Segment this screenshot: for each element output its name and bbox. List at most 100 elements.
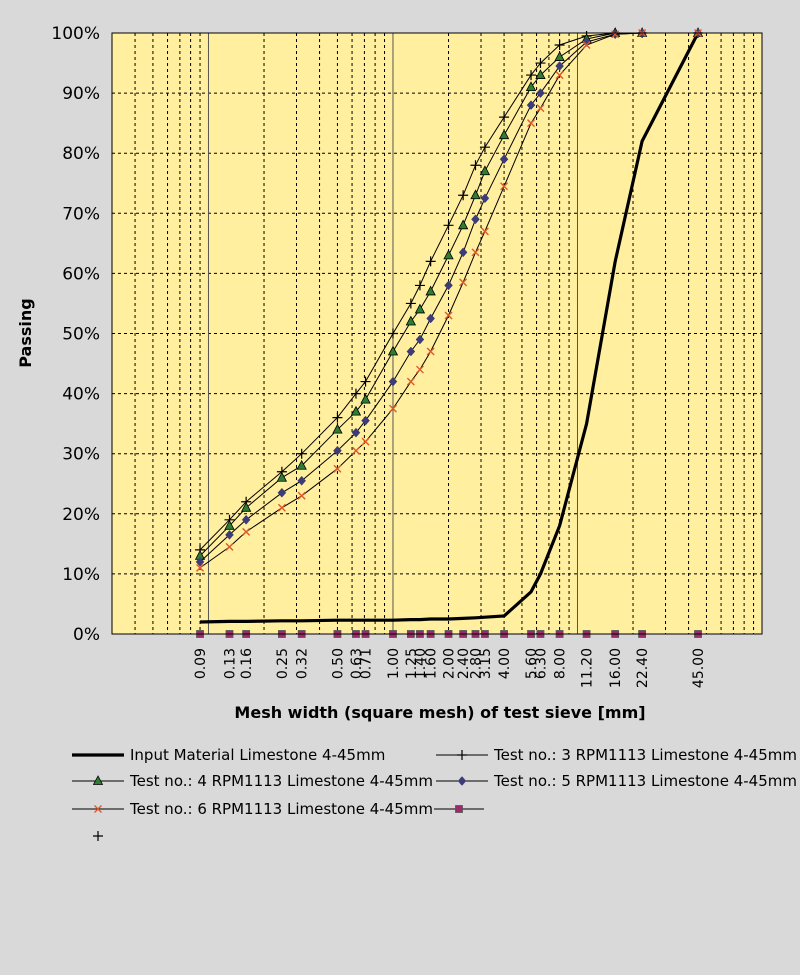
x-tick-label: 1.40 [413, 648, 429, 679]
legend-marker [457, 776, 467, 786]
x-tick-label: 0.71 [359, 648, 375, 679]
legend: Input Material Limestone 4-45mm Test no.:… [72, 746, 797, 841]
data-point [444, 280, 453, 291]
data-point [555, 61, 564, 71]
data-point [426, 347, 435, 356]
data-point [555, 71, 564, 80]
data-point [526, 70, 537, 81]
x-tick-label: 0.25 [275, 648, 291, 679]
data-point [350, 388, 361, 399]
data-point [444, 311, 453, 320]
y-tick-label: 10% [62, 565, 100, 585]
series-line [199, 32, 698, 551]
x-tick-label: 3.15 [478, 648, 494, 679]
data-point [225, 529, 234, 540]
x-tick-labels: 0.09 0.13 0.16 0.25 0.32 0.50 0.630.71 1.00 1.25… [193, 648, 707, 688]
x-tick-label: 45.00 [691, 648, 707, 688]
legend-label: Test no.: 6 RPM1113 Limestone 4-45mm [129, 800, 433, 818]
data-point [351, 446, 360, 455]
data-point [333, 464, 342, 473]
legend-item-4: Test no.: 5 RPM1113 Limestone 4-45mm [436, 772, 797, 790]
data-point [480, 193, 490, 204]
data-point [406, 346, 416, 357]
legend-label: Test no.: 3 RPM1113 Limestone 4-45mm [493, 746, 797, 764]
data-point [405, 298, 416, 309]
data-point [240, 501, 252, 512]
data-point [387, 345, 399, 356]
data-point [500, 182, 509, 191]
data-point [554, 51, 565, 61]
data-point [443, 249, 454, 260]
legend-plus-marker [93, 831, 103, 841]
data-point [361, 415, 370, 426]
legend-label: Input Material Limestone 4-45mm [130, 746, 385, 764]
x-tick-label: 11.20 [580, 648, 596, 688]
data-point [479, 142, 490, 153]
data-point [526, 100, 536, 110]
legend-label: Test no.: 4 RPM1113 Limestone 4-45mm [129, 772, 433, 790]
x-tick-label: 16.00 [608, 648, 624, 688]
x-tick-label: 6.30 [533, 648, 549, 679]
data-point [333, 445, 342, 456]
x-tick-label: 0.50 [330, 648, 346, 679]
x-tick-label: 0.32 [295, 648, 311, 679]
data-point [471, 214, 480, 225]
x-tick-label: 22.40 [635, 648, 651, 688]
data-point [458, 190, 469, 201]
data-point [296, 459, 307, 470]
data-point [277, 487, 287, 498]
y-tick-label: 80% [62, 144, 100, 164]
legend-item-6 [434, 805, 484, 813]
legend-item-3: Test no.: 4 RPM1113 Limestone 4-45mm [72, 772, 433, 790]
legend-marker [92, 775, 104, 785]
y-tick-label: 100% [51, 24, 100, 44]
data-point [388, 376, 398, 387]
x-tick-label: 2.40 [456, 648, 472, 679]
y-tick-label: 20% [62, 505, 100, 525]
data-point [480, 227, 489, 236]
data-point [406, 377, 415, 386]
x-tick-label: 0.13 [222, 648, 238, 679]
data-point [414, 303, 426, 314]
data-point [459, 278, 468, 287]
x-tick-label: 8.00 [553, 648, 569, 679]
data-point [458, 247, 468, 258]
data-point [388, 404, 397, 413]
data-point [499, 154, 509, 165]
series-line [199, 32, 698, 569]
series-line [199, 32, 698, 563]
data-point [360, 393, 371, 404]
data-point [470, 160, 481, 171]
data-point [225, 542, 234, 551]
legend-marker [457, 750, 467, 760]
data-point [296, 448, 307, 459]
data-point [525, 81, 537, 91]
x-tick-label: 5.60 [524, 648, 540, 679]
data-point [554, 40, 565, 51]
data-point [611, 30, 620, 39]
data-point [499, 112, 510, 123]
x-tick-label: 0.09 [193, 648, 209, 679]
data-point [498, 129, 510, 140]
legend-marker [455, 805, 463, 813]
data-point [443, 220, 454, 231]
data-point [277, 503, 286, 512]
data-point [297, 475, 307, 486]
series-line [199, 32, 700, 624]
data-point [405, 315, 417, 326]
data-point [350, 405, 362, 416]
legend-item-5: Test no.: 6 RPM1113 Limestone 4-45mm [72, 800, 433, 818]
y-tick-label: 60% [62, 264, 100, 284]
y-tick-labels: 0% 10% 20% 30% 40% 50% 60% 70% 80% 90% 100% [51, 24, 100, 645]
data-point [224, 519, 235, 530]
x-tick-label: 1.25 [404, 648, 420, 679]
data-point [360, 376, 371, 387]
data-point [457, 219, 469, 230]
data-point [582, 41, 591, 50]
series-1 [199, 32, 700, 624]
data-point [195, 557, 205, 567]
y-tick-label: 0% [73, 625, 100, 645]
data-point [426, 313, 435, 324]
y-axis-label: Passing [16, 298, 35, 367]
